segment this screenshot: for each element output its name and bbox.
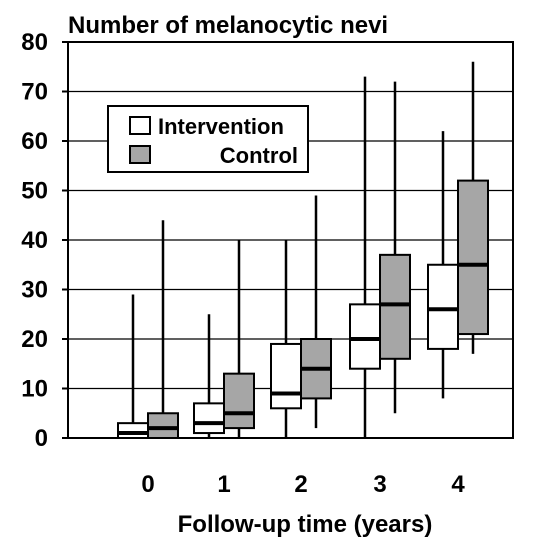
chart-title: Number of melanocytic nevi <box>68 12 388 39</box>
box-iqr <box>193 402 225 435</box>
y-axis-tick-labels: 0 10 20 30 40 50 60 70 80 <box>21 29 48 452</box>
legend: Intervention Control <box>107 105 309 173</box>
box-iqr <box>117 422 149 439</box>
box-iqr <box>223 372 255 430</box>
y-tick-label-70: 70 <box>21 79 48 106</box>
x-tick-label-0: 0 <box>141 471 154 498</box>
legend-swatch-control <box>129 145 151 164</box>
x-axis-tick-labels: 0 1 2 3 4 <box>141 471 465 498</box>
box-control-1 <box>223 240 255 438</box>
y-tick-label-30: 30 <box>21 277 48 304</box>
box-control-3 <box>379 81 411 414</box>
x-axis-title: Follow-up time (years) <box>178 511 433 538</box>
x-tick-label-4: 4 <box>451 471 465 498</box>
box-control-4 <box>457 61 489 354</box>
legend-swatch-intervention <box>129 116 151 135</box>
y-tick-label-0: 0 <box>35 425 48 452</box>
box-control-0 <box>147 220 179 439</box>
x-tick-label-3: 3 <box>373 471 386 498</box>
box-iqr <box>147 412 179 439</box>
x-tick-label-1: 1 <box>217 471 230 498</box>
y-tick-label-40: 40 <box>21 227 48 254</box>
box-intervention-3 <box>349 76 381 438</box>
box-iqr <box>349 303 381 370</box>
box-intervention-0 <box>117 294 149 439</box>
box-intervention-1 <box>193 314 225 438</box>
box-iqr <box>379 253 411 360</box>
box-iqr <box>270 342 302 410</box>
box-intervention-2 <box>270 240 302 438</box>
y-tick-label-20: 20 <box>21 326 48 353</box>
box-iqr <box>427 263 459 350</box>
y-tick-label-80: 80 <box>21 29 48 56</box>
box-series <box>117 61 489 439</box>
y-tick-label-60: 60 <box>21 128 48 155</box>
box-intervention-4 <box>427 131 459 399</box>
box-iqr <box>457 179 489 336</box>
legend-label-intervention: Intervention <box>158 114 284 139</box>
y-tick-label-50: 50 <box>21 178 48 205</box>
box-control-2 <box>300 195 332 429</box>
x-tick-label-2: 2 <box>294 471 307 498</box>
plot-frame <box>67 41 514 439</box>
y-tick-label-10: 10 <box>21 376 48 403</box>
legend-label-control: Control <box>220 143 298 168</box>
